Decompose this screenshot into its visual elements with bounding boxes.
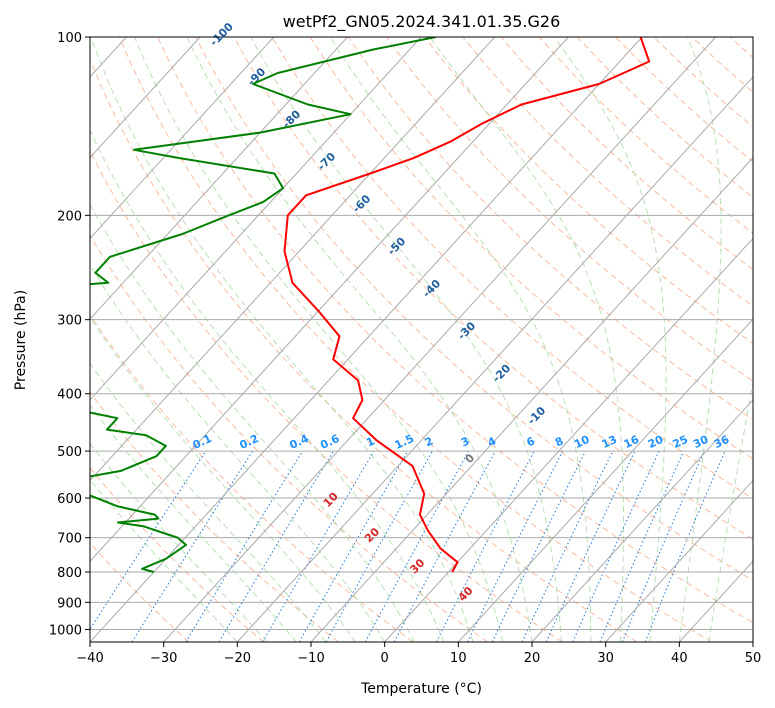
mixing-ratio-line [90, 450, 207, 631]
isotherm-line [457, 318, 753, 642]
x-tick-label: 20 [524, 651, 541, 666]
x-tick-label: −20 [224, 651, 251, 666]
y-tick-label: 200 [57, 209, 82, 224]
mixing-ratio-line [131, 450, 254, 642]
x-tick-label: 0 [381, 651, 389, 666]
mixing-ratio-label: 36 [712, 433, 732, 451]
isotherm-line [90, 37, 422, 401]
isotherm-line [310, 156, 753, 642]
dry-adiabat-line [386, 37, 753, 382]
moist-adiabat-line [678, 37, 722, 642]
mixing-ratio-label: 13 [600, 433, 619, 451]
moist-adiabat-line [134, 37, 503, 642]
y-tick-label: 700 [57, 532, 82, 547]
isotherm-line [90, 37, 569, 563]
y-tick-label: 100 [57, 31, 82, 46]
moist-adiabat-line [708, 378, 753, 642]
y-tick-label: 800 [57, 566, 82, 581]
dry-adiabat-line [90, 149, 563, 642]
mixing-ratio-line [599, 450, 685, 642]
moist-adiabat-line [90, 362, 327, 642]
y-tick-label: 1000 [49, 623, 82, 638]
mixing-ratio-line [621, 450, 705, 642]
isotherm-line [90, 37, 348, 320]
x-tick-label: −30 [150, 651, 177, 666]
temperature-profile-line [283, 37, 651, 573]
y-axis-label: Pressure (hPa) [13, 290, 29, 390]
isotherm-line [90, 37, 496, 482]
dry-adiabat-line [90, 58, 638, 642]
x-tick-label: 10 [450, 651, 467, 666]
dry-adiabat-line [90, 542, 190, 642]
mixing-ratio-line [185, 450, 304, 642]
mixing-ratio-label: 10 [572, 433, 592, 451]
moist-adiabat-line [429, 37, 624, 642]
moist-adiabat-line [90, 404, 297, 642]
x-tick-label: 50 [745, 651, 762, 666]
chart-title: wetPf2_GN05.2024.341.01.35.G26 [283, 12, 561, 32]
x-tick-label: −40 [76, 651, 103, 666]
series-layer [90, 37, 651, 573]
dry-adiabat-line [90, 234, 488, 642]
plot-frame [89, 36, 754, 643]
moist-adiabat-line [329, 37, 592, 642]
x-tick-label: 40 [671, 651, 688, 666]
moist-adiabat-line [90, 128, 445, 642]
mixing-ratio-label: 25 [671, 433, 690, 451]
mixing-ratio-line [572, 450, 660, 642]
dry-adiabat-line [195, 37, 753, 582]
axes-layer: −40 −30 −20 −10 0 10 20 30 40 50 100 200 300 400 500 60… [49, 31, 761, 666]
moist-adiabat-line [90, 264, 386, 642]
dry-adiabat-line [347, 37, 753, 421]
isotherm-line [236, 76, 753, 642]
dry-adiabat-line [309, 37, 753, 460]
y-tick-label: 500 [57, 445, 82, 460]
mixing-ratio-line [393, 450, 496, 642]
x-axis-label: Temperature (°C) [360, 681, 482, 697]
mixing-ratio-label: 30 [691, 433, 711, 451]
y-tick-label: 900 [57, 596, 82, 611]
plot-grid-layer [90, 37, 753, 642]
moist-adiabat-line [250, 37, 562, 642]
mixing-ratio-line [364, 450, 470, 642]
isotherm-line [163, 37, 717, 642]
y-tick-label: 400 [57, 388, 82, 403]
y-tick-label: 600 [57, 492, 82, 507]
isotherm-line [384, 237, 753, 642]
dry-adiabat-line [157, 37, 753, 624]
isotherm-line [90, 37, 201, 159]
mixing-ratio-label: 20 [646, 433, 666, 451]
isotherm-line [531, 399, 753, 642]
x-tick-label: 30 [597, 651, 614, 666]
isotherm-line [90, 37, 275, 240]
moist-adiabat-line [186, 37, 533, 642]
moist-adiabat-line [553, 37, 667, 642]
moist-adiabat-line [90, 37, 474, 642]
x-tick-label: −10 [297, 651, 324, 666]
dry-adiabat-line [271, 37, 753, 500]
dry-adiabat-line [90, 467, 264, 642]
moist-adiabat-line [90, 316, 356, 642]
y-tick-label: 300 [57, 314, 82, 329]
dewpoint-profile-line [90, 37, 436, 573]
mixing-ratio-line [325, 450, 433, 642]
isotherm-line [605, 479, 753, 642]
mixing-ratio-label: 16 [622, 433, 642, 451]
mixing-ratio-line [467, 450, 564, 642]
